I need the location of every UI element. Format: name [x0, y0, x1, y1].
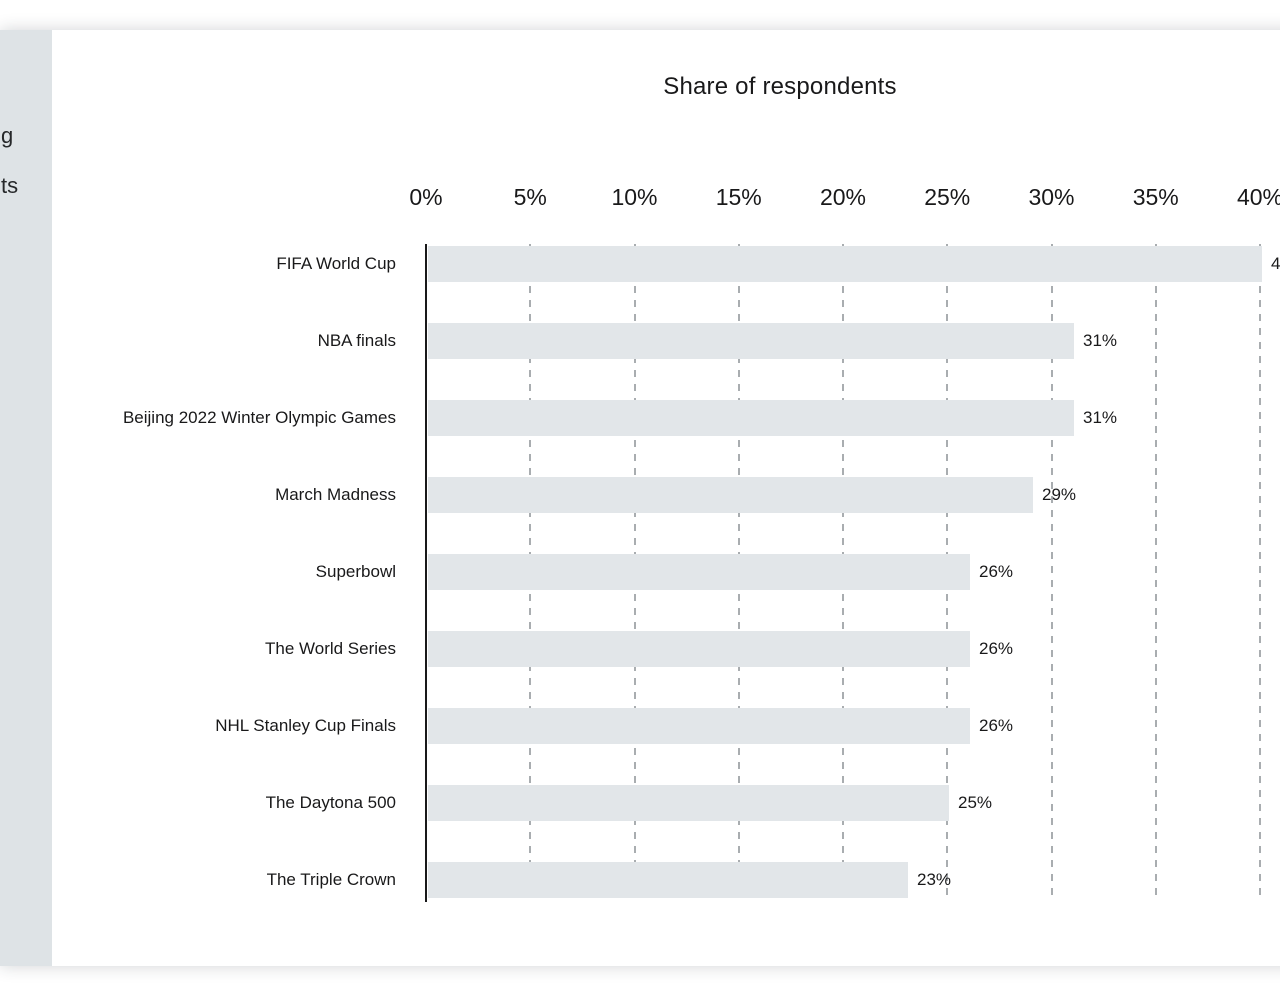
category-label: Superbowl: [315, 562, 396, 581]
value-label: 23%: [917, 870, 952, 889]
bar[interactable]: [428, 631, 970, 667]
gridline-30%: [1050, 244, 1053, 902]
y-axis-line: [425, 244, 427, 902]
x-tick-label: 40%: [1236, 184, 1280, 210]
category-label: March Madness: [275, 485, 396, 504]
bar[interactable]: [428, 400, 1074, 436]
chart-title: Share of respondents: [663, 73, 897, 100]
chart-card: g ts Share of respondents 0% 5% 10% 15% 20% 2…: [0, 30, 1280, 966]
value-label: 26%: [979, 562, 1014, 581]
category-label: Beijing 2022 Winter Olympic Games: [122, 408, 396, 427]
gridline-35%: [1154, 244, 1157, 902]
bar[interactable]: [428, 554, 970, 590]
x-tick-label: 5%: [513, 184, 547, 210]
sidebar-item-label-fragment[interactable]: g: [1, 123, 14, 148]
sidebar-item-label-fragment[interactable]: ts: [1, 173, 19, 198]
value-label: 26%: [979, 716, 1014, 735]
category-label: FIFA World Cup: [276, 254, 396, 273]
x-tick-label: 20%: [819, 184, 867, 210]
value-label: 26%: [979, 639, 1014, 658]
value-label: 31%: [1083, 408, 1118, 427]
bar[interactable]: [428, 323, 1074, 359]
value-label: 25%: [958, 793, 993, 812]
category-label: NHL Stanley Cup Finals: [215, 716, 396, 735]
bar[interactable]: [428, 862, 908, 898]
category-label: The Triple Crown: [266, 870, 396, 889]
bar[interactable]: [428, 477, 1033, 513]
value-label: 40%: [1271, 254, 1280, 273]
x-tick-label: 10%: [611, 184, 658, 210]
category-label: NBA finals: [317, 331, 396, 350]
category-label: The Daytona 500: [265, 793, 396, 812]
x-tick-label: 35%: [1132, 184, 1179, 210]
sidebar: g ts: [0, 30, 54, 966]
gridline-40%: [1259, 244, 1261, 902]
x-tick-label: 0%: [409, 184, 443, 210]
x-tick-label: 15%: [715, 184, 762, 210]
value-label: 29%: [1042, 485, 1077, 504]
x-tick-label: 25%: [924, 184, 971, 210]
bar[interactable]: [428, 708, 970, 744]
category-label: The World Series: [264, 639, 396, 658]
value-label: 31%: [1083, 331, 1118, 350]
bar[interactable]: [428, 785, 949, 821]
x-tick-label: 30%: [1028, 184, 1075, 210]
bar[interactable]: [428, 246, 1262, 282]
